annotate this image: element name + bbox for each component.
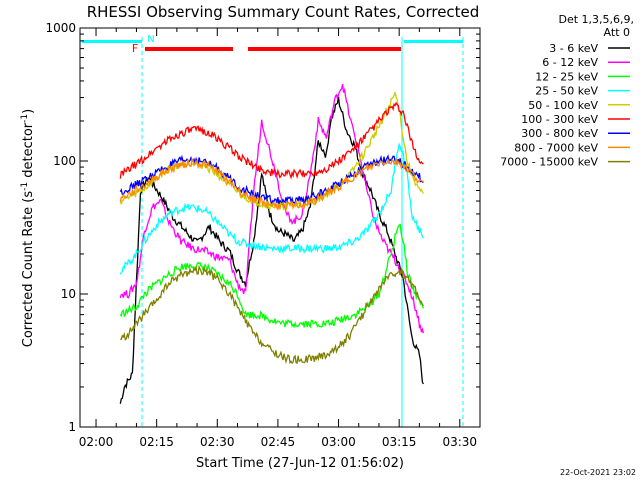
x-tick-label: 03:15 (382, 435, 417, 449)
flare-bar-2 (248, 47, 401, 51)
legend-header-line2: Att 0 (604, 26, 630, 39)
y-tick-label: 100 (53, 154, 76, 168)
generated-timestamp: 22-Oct-2021 23:02 (560, 468, 636, 477)
x-axis: 02:00 02:15 02:30 02:45 03:00 03:15 03:30 (79, 28, 481, 449)
legend-entry-label: 6 - 12 keV (542, 56, 598, 69)
legend-header-line1: Det 1,3,5,6,9, (558, 13, 634, 26)
x-tick-label: 02:00 (79, 435, 114, 449)
legend-entry-label: 7000 - 15000 keV (500, 156, 598, 169)
day-bar-right (404, 40, 463, 43)
x-tick-label: 03:30 (442, 435, 477, 449)
series-line-5 (119, 101, 424, 180)
x-tick-label: 02:45 (261, 435, 296, 449)
series-line-3 (119, 142, 424, 275)
series-line-1 (119, 83, 425, 334)
series-layer (119, 83, 425, 404)
x-tick-label: 03:00 (321, 435, 356, 449)
legend-entry-label: 50 - 100 keV (528, 99, 598, 112)
series-line-6 (119, 154, 424, 206)
x-tick-label: 02:15 (139, 435, 174, 449)
y-tick-label: 10 (61, 287, 76, 301)
night-flag: N (147, 34, 154, 45)
series-line-2 (119, 223, 425, 329)
flare-flag: F (132, 42, 138, 55)
legend-entry-label: 100 - 300 keV (521, 113, 598, 126)
plot-frame (79, 27, 481, 428)
y-axis-label-part-2: detector (21, 122, 36, 182)
y-axis-label-exponent-1: -1 (20, 182, 30, 191)
series-line-8 (120, 264, 424, 365)
y-axis-label-exponent-2: -1 (20, 114, 30, 123)
legend-entry-label: 300 - 800 keV (521, 127, 598, 140)
observing-period-bars: F N (82, 34, 464, 427)
y-axis-label-part-3: ) (21, 109, 36, 114)
y-axis: 1 10 100 1000 (45, 21, 480, 434)
series-line-7 (119, 157, 424, 213)
x-axis-label: Start Time (27-Jun-12 01:56:02) (196, 456, 404, 471)
y-tick-label: 1 (68, 420, 76, 434)
chart-title: RHESSI Observing Summary Count Rates, Co… (87, 3, 480, 21)
y-axis-label: Corrected Count Rate (s-1 detector-1) (20, 109, 36, 347)
y-axis-label-part-1: Corrected Count Rate (s (21, 191, 36, 348)
legend-entry-label: 3 - 6 keV (549, 42, 598, 55)
flare-bar-1 (145, 47, 233, 51)
day-bar-left (82, 40, 142, 43)
y-tick-label: 1000 (45, 21, 76, 35)
legend-entry-label: 800 - 7000 keV (514, 141, 598, 154)
legend-entry-label: 25 - 50 keV (535, 85, 598, 98)
legend-entry-label: 12 - 25 keV (535, 70, 598, 83)
x-tick-label: 02:30 (200, 435, 235, 449)
